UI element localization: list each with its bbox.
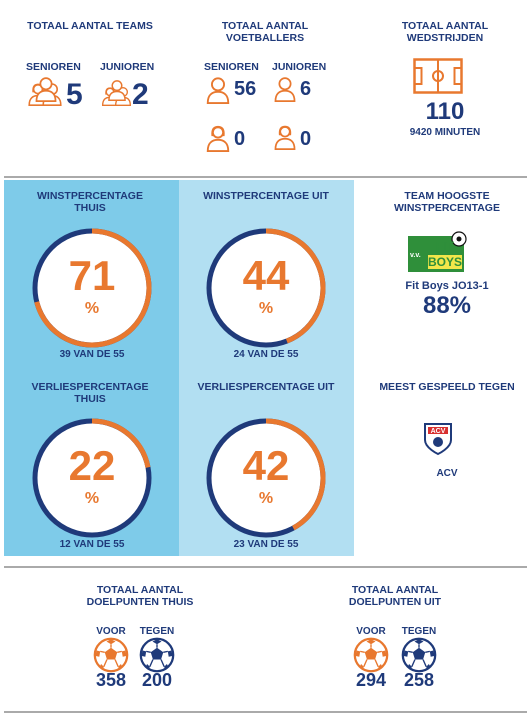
group-junioren-icon xyxy=(101,80,131,106)
wedstrijden-title: TOTAAL AANTAL WEDSTRIJDEN xyxy=(401,20,489,44)
loss-away-caption: 23 VAN DE 55 xyxy=(233,539,299,550)
voetballers-senioren-label: SENIOREN xyxy=(204,61,259,73)
loss-away-ring: 42 % xyxy=(206,418,326,538)
most-played-opponent: ACV xyxy=(436,468,458,479)
voetballers-junioren-male: 6 xyxy=(300,78,312,100)
win-home-ring: 71 % xyxy=(32,228,152,348)
top-team-name: Fit Boys JO13-1 xyxy=(405,280,489,292)
loss-home-title: VERLIESPERCENTAGE THUIS xyxy=(31,381,149,405)
teams-senioren-label: SENIOREN xyxy=(26,61,81,73)
fit-boys-logo-text: FIT BOYS xyxy=(428,239,463,269)
loss-home-caption: 12 VAN DE 55 xyxy=(59,539,125,550)
orange-ball-icon xyxy=(353,637,389,673)
win-away-value: 44 xyxy=(242,252,290,299)
loss-away-unit: % xyxy=(258,490,274,507)
divider-bottom-top xyxy=(4,566,527,568)
male-senior-icon xyxy=(206,77,230,104)
navy-ball-icon xyxy=(139,637,175,673)
divider-bottom xyxy=(4,711,527,713)
teams-junioren-count: 2 xyxy=(132,78,149,111)
loss-away-value: 42 xyxy=(242,442,290,489)
voetballers-senioren-male: 56 xyxy=(234,78,257,100)
teams-junioren-label: JUNIOREN xyxy=(100,61,155,73)
win-away-ring: 44 % xyxy=(206,228,326,348)
teams-title: TOTAAL AANTAL TEAMS xyxy=(27,20,153,32)
wedstrijden-count: 110 xyxy=(425,98,465,125)
win-home-title: WINSTPERCENTAGE THUIS xyxy=(37,190,143,214)
teams-senioren-count: 5 xyxy=(66,78,83,111)
orange-ball-icon xyxy=(93,637,129,673)
goals-home-tegen: 200 xyxy=(141,670,173,690)
group-senioren-icon xyxy=(28,77,62,106)
fit-boys-logo-prefix: v.v. xyxy=(410,252,421,259)
win-away-caption: 24 VAN DE 55 xyxy=(233,349,299,360)
female-junior-icon xyxy=(274,124,296,150)
goals-home-title: TOTAAL AANTAL DOELPUNTEN THUIS xyxy=(86,584,194,608)
win-home-value: 71 xyxy=(68,252,116,299)
goals-away-tegen-label: TEGEN xyxy=(401,626,437,637)
top-team-title: TEAM HOOGSTE WINSTPERCENTAGE xyxy=(394,190,500,214)
goals-home-voor-label: VOOR xyxy=(96,626,126,637)
goals-away-tegen: 258 xyxy=(403,670,435,690)
female-senior-icon xyxy=(206,124,230,152)
goals-away-voor-label: VOOR xyxy=(356,626,386,637)
divider-top xyxy=(4,176,527,178)
football-field-icon xyxy=(413,58,463,94)
voetballers-junioren-label: JUNIOREN xyxy=(272,61,327,73)
acv-logo: ACV xyxy=(423,422,453,456)
voetballers-junioren-female: 0 xyxy=(300,128,312,150)
fit-boys-logo: v.v. FIT BOYS xyxy=(406,230,470,276)
win-home-caption: 39 VAN DE 55 xyxy=(59,349,125,360)
loss-away-title: VERLIESPERCENTAGE UIT xyxy=(197,381,335,393)
loss-home-unit: % xyxy=(84,490,100,507)
win-away-unit: % xyxy=(258,300,274,317)
loss-home-ring: 22 % xyxy=(32,418,152,538)
win-home-unit: % xyxy=(84,300,100,317)
navy-ball-icon xyxy=(401,637,437,673)
wedstrijden-minutes: 9420 MINUTEN xyxy=(409,127,481,138)
voetballers-senioren-female: 0 xyxy=(234,128,246,150)
win-away-title: WINSTPERCENTAGE UIT xyxy=(203,190,329,202)
loss-home-value: 22 xyxy=(68,442,116,489)
goals-away-voor: 294 xyxy=(355,670,387,690)
most-played-title: MEEST GESPEELD TEGEN xyxy=(379,381,515,393)
goals-home-voor: 358 xyxy=(95,670,127,690)
voetballers-title: TOTAAL AANTAL VOETBALLERS xyxy=(221,20,309,44)
goals-home-tegen-label: TEGEN xyxy=(139,626,175,637)
male-junior-icon xyxy=(274,77,296,102)
top-team-percentage: 88% xyxy=(422,292,472,319)
acv-logo-text: ACV xyxy=(430,428,446,435)
goals-away-title: TOTAAL AANTAL DOELPUNTEN UIT xyxy=(348,584,442,608)
